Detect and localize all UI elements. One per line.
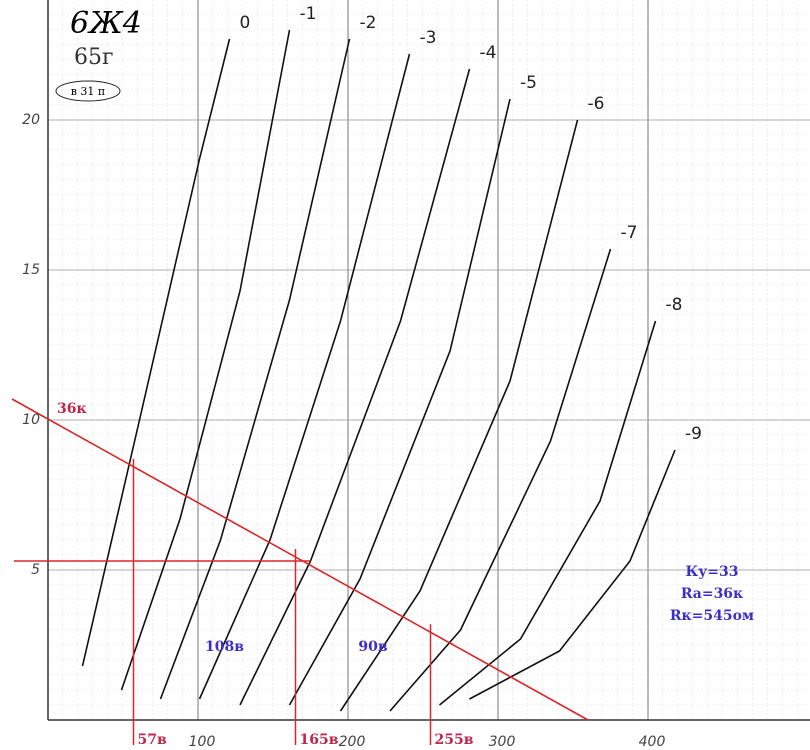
curve xyxy=(81,38,231,667)
curve xyxy=(239,68,471,706)
y-tick-label: 5 xyxy=(31,562,40,578)
curve-label: -6 xyxy=(588,94,605,114)
curve-label: -4 xyxy=(480,43,497,63)
drop-label: 255в xyxy=(435,732,474,748)
badge: в 31 п xyxy=(71,85,106,98)
curve-label: -7 xyxy=(621,223,638,243)
x-tick-label: 200 xyxy=(339,734,366,750)
swing-label: 108в xyxy=(205,639,244,655)
chart-subtitle: 65г xyxy=(74,45,114,70)
badge-outline xyxy=(55,80,121,102)
curve-label: -2 xyxy=(360,13,377,33)
curve-label: -9 xyxy=(685,424,702,444)
note: Ку=33 xyxy=(686,564,739,580)
curve xyxy=(339,119,579,712)
load-line-label: 36к xyxy=(57,401,87,417)
curve xyxy=(198,53,411,700)
curve-label: -1 xyxy=(300,4,317,24)
chart-title: 6Ж4 xyxy=(70,6,142,41)
curve xyxy=(469,449,676,700)
x-tick-label: 400 xyxy=(639,734,666,750)
curve xyxy=(159,38,351,700)
note: Rк=545ом xyxy=(670,608,754,624)
curve xyxy=(120,29,291,691)
curve xyxy=(438,320,657,706)
y-tick-label: 10 xyxy=(22,412,40,428)
drop-label: 57в xyxy=(138,732,167,748)
x-tick-label: 100 xyxy=(189,734,216,750)
curve-label: -3 xyxy=(420,28,437,48)
y-tick-label: 15 xyxy=(22,262,40,278)
curve-label: -5 xyxy=(520,73,537,93)
curve xyxy=(288,98,511,706)
swing-label: 90в xyxy=(358,639,387,655)
y-tick-label: 20 xyxy=(22,112,40,128)
curve-label: 0 xyxy=(240,13,251,33)
drop-label: 165в xyxy=(300,732,339,748)
curve-label: -8 xyxy=(666,295,683,315)
x-tick-label: 300 xyxy=(489,734,516,750)
curve xyxy=(389,248,612,712)
load-line xyxy=(11,398,589,721)
note: Ra=36к xyxy=(681,586,743,602)
